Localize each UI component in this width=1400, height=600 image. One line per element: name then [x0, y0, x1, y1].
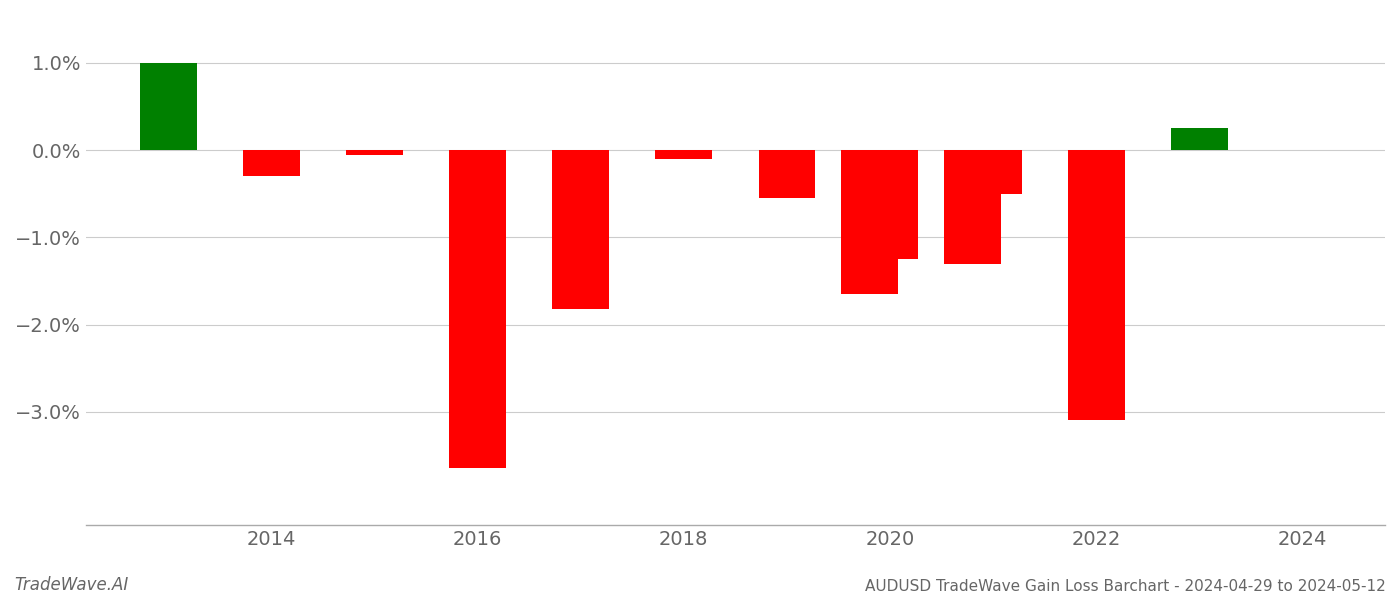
Bar — [346, 150, 403, 155]
Bar — [965, 150, 1022, 194]
Bar — [841, 150, 897, 294]
Bar — [1068, 150, 1124, 421]
Text: TradeWave.AI: TradeWave.AI — [14, 576, 129, 594]
Bar — [140, 63, 196, 150]
Bar — [449, 150, 505, 469]
Text: AUDUSD TradeWave Gain Loss Barchart - 2024-04-29 to 2024-05-12: AUDUSD TradeWave Gain Loss Barchart - 20… — [865, 579, 1386, 594]
Bar — [944, 150, 1001, 263]
Bar — [1170, 128, 1228, 150]
Bar — [655, 150, 713, 159]
Bar — [759, 150, 815, 198]
Bar — [861, 150, 918, 259]
Bar — [244, 150, 300, 176]
Bar — [553, 150, 609, 309]
